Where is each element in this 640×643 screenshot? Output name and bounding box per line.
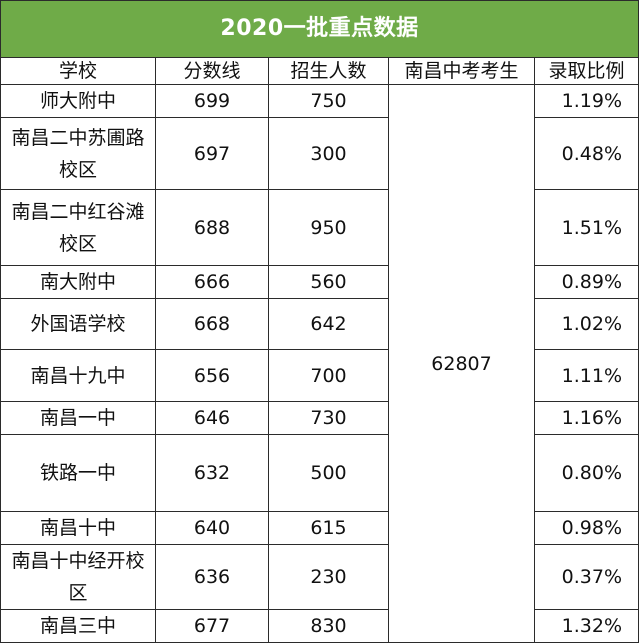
table-row: 南昌二中苏圃路校区 697 300 0.48%	[0, 117, 640, 190]
enroll-cell: 560	[268, 265, 389, 299]
enroll-cell: 730	[268, 401, 389, 435]
ratio-cell: 1.32%	[533, 609, 640, 643]
table-row: 南昌三中 677 830 1.32%	[0, 609, 640, 643]
table-row: 南大附中 666 560 0.89%	[0, 265, 640, 299]
score-cell: 699	[155, 84, 269, 118]
table-row: 南昌十九中 656 700 1.11%	[0, 349, 640, 402]
score-cell: 656	[155, 349, 269, 402]
header-score: 分数线	[155, 57, 269, 85]
title-row: 2020一批重点数据	[0, 0, 640, 58]
school-name: 铁路一中	[0, 434, 156, 512]
ratio-cell: 1.16%	[533, 401, 640, 435]
school-name: 南昌二中苏圃路校区	[0, 117, 156, 190]
enroll-cell: 642	[268, 298, 389, 350]
school-name: 南昌一中	[0, 401, 156, 435]
enroll-cell: 700	[268, 349, 389, 402]
score-cell: 688	[155, 189, 269, 266]
table-row: 南昌一中 646 730 1.16%	[0, 401, 640, 435]
header-row: 学校 分数线 招生人数 南昌中考考生 录取比例	[0, 57, 640, 85]
table-row: 外国语学校 668 642 1.02%	[0, 298, 640, 350]
table-row: 铁路一中 632 500 0.80%	[0, 434, 640, 512]
table-row: 南昌十中 640 615 0.98%	[0, 511, 640, 545]
school-name: 南昌十中经开校区	[0, 544, 156, 610]
score-cell: 636	[155, 544, 269, 610]
score-cell: 668	[155, 298, 269, 350]
enroll-cell: 950	[268, 189, 389, 266]
header-ratio: 录取比例	[533, 57, 640, 85]
enroll-cell: 750	[268, 84, 389, 118]
score-cell: 677	[155, 609, 269, 643]
ratio-cell: 0.37%	[533, 544, 640, 610]
score-cell: 640	[155, 511, 269, 545]
enroll-cell: 230	[268, 544, 389, 610]
ratio-cell: 1.51%	[533, 189, 640, 266]
table-row: 南昌二中红谷滩校区 688 950 1.51%	[0, 189, 640, 266]
score-cell: 646	[155, 401, 269, 435]
enroll-cell: 615	[268, 511, 389, 545]
header-school: 学校	[0, 57, 156, 85]
ratio-cell: 0.80%	[533, 434, 640, 512]
school-name: 外国语学校	[0, 298, 156, 350]
ratio-cell: 1.19%	[533, 84, 640, 118]
header-enroll: 招生人数	[268, 57, 389, 85]
school-name: 师大附中	[0, 84, 156, 118]
score-cell: 697	[155, 117, 269, 190]
score-cell: 666	[155, 265, 269, 299]
ratio-cell: 0.98%	[533, 511, 640, 545]
ratio-cell: 1.02%	[533, 298, 640, 350]
school-name: 南大附中	[0, 265, 156, 299]
school-name: 南昌十中	[0, 511, 156, 545]
school-name: 南昌十九中	[0, 349, 156, 402]
table-row: 师大附中 699 750 62807 1.19%	[0, 84, 640, 643]
ratio-cell: 1.11%	[533, 349, 640, 402]
school-name: 南昌二中红谷滩校区	[0, 189, 156, 266]
header-candidates: 南昌中考考生	[388, 57, 535, 85]
table-title: 2020一批重点数据	[0, 0, 640, 58]
candidates-total: 62807	[388, 84, 535, 643]
enroll-cell: 300	[268, 117, 389, 190]
ratio-cell: 0.89%	[533, 265, 640, 299]
school-name: 南昌三中	[0, 609, 156, 643]
enroll-cell: 830	[268, 609, 389, 643]
table-row: 南昌十中经开校区 636 230 0.37%	[0, 544, 640, 610]
score-cell: 632	[155, 434, 269, 512]
ratio-cell: 0.48%	[533, 117, 640, 190]
enroll-cell: 500	[268, 434, 389, 512]
